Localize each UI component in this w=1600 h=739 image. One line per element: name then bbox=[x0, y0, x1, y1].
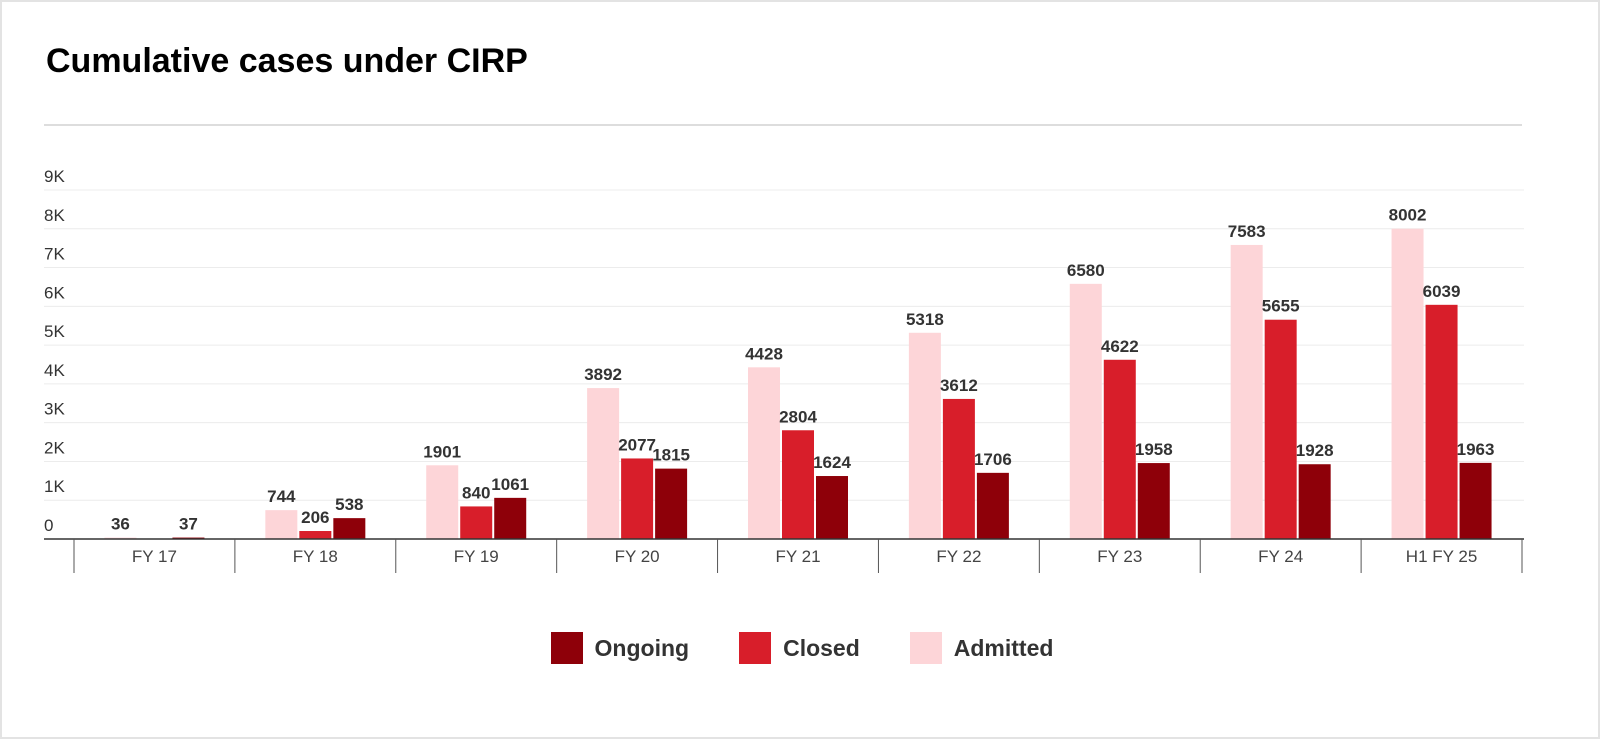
bar-admitted bbox=[1391, 228, 1424, 539]
data-label-closed: 840 bbox=[462, 483, 490, 502]
data-label-ongoing: 37 bbox=[179, 515, 198, 534]
bar-closed bbox=[460, 506, 493, 539]
data-label-admitted: 36 bbox=[111, 515, 130, 534]
data-label-ongoing: 1963 bbox=[1457, 440, 1495, 459]
x-tick-label: FY 19 bbox=[454, 547, 499, 566]
data-label-ongoing: 1958 bbox=[1135, 440, 1173, 459]
x-tick-label: FY 17 bbox=[132, 547, 177, 566]
data-label-admitted: 5318 bbox=[906, 310, 944, 329]
bar-admitted bbox=[1069, 283, 1102, 539]
bar-admitted bbox=[265, 510, 298, 539]
data-label-closed: 5655 bbox=[1262, 297, 1300, 316]
data-label-closed: 4622 bbox=[1101, 337, 1139, 356]
legend-label-ongoing: Ongoing bbox=[594, 634, 690, 661]
data-label-admitted: 3892 bbox=[584, 365, 622, 384]
y-tick-label: 6K bbox=[44, 283, 65, 302]
x-tick-label: FY 24 bbox=[1258, 547, 1303, 566]
data-label-closed: 3612 bbox=[940, 376, 978, 395]
bar-ongoing bbox=[1137, 463, 1170, 539]
data-label-ongoing: 1815 bbox=[652, 446, 690, 465]
legend: Ongoing Closed Admitted bbox=[2, 632, 1600, 664]
x-tick-label: H1 FY 25 bbox=[1406, 547, 1478, 566]
bar-admitted bbox=[1230, 244, 1263, 539]
y-tick-label: 9K bbox=[44, 167, 65, 186]
bar-closed bbox=[299, 531, 332, 539]
data-label-ongoing: 1624 bbox=[813, 453, 851, 472]
y-tick-label: 3K bbox=[44, 400, 65, 419]
bar-admitted bbox=[908, 332, 941, 539]
data-label-ongoing: 538 bbox=[335, 495, 363, 514]
data-label-closed: 6039 bbox=[1423, 282, 1461, 301]
bar-ongoing bbox=[333, 518, 366, 539]
bar-admitted bbox=[587, 388, 620, 539]
bar-closed bbox=[942, 398, 975, 539]
y-tick-label: 8K bbox=[44, 206, 65, 225]
y-tick-label: 0 bbox=[44, 516, 53, 535]
y-tick-label: 5K bbox=[44, 322, 65, 341]
legend-item-closed[interactable]: Closed bbox=[739, 632, 860, 664]
bar-ongoing bbox=[1298, 464, 1331, 539]
legend-swatch-ongoing bbox=[550, 632, 583, 664]
legend-item-admitted[interactable]: Admitted bbox=[909, 632, 1054, 664]
legend-label-admitted: Admitted bbox=[953, 634, 1054, 661]
y-tick-label: 7K bbox=[44, 245, 65, 264]
bar-ongoing bbox=[816, 476, 848, 539]
bar-closed bbox=[1264, 319, 1297, 539]
data-label-closed: 2804 bbox=[779, 407, 817, 426]
data-label-admitted: 8002 bbox=[1389, 206, 1427, 225]
legend-item-ongoing[interactable]: Ongoing bbox=[550, 632, 690, 664]
y-tick-label: 2K bbox=[44, 438, 65, 457]
data-label-admitted: 6580 bbox=[1067, 261, 1105, 280]
legend-label-closed: Closed bbox=[783, 634, 860, 661]
data-label-ongoing: 1928 bbox=[1296, 441, 1334, 460]
bar-admitted bbox=[748, 367, 780, 539]
bar-ongoing bbox=[655, 468, 688, 539]
bar-closed bbox=[782, 430, 814, 539]
x-tick-label: FY 21 bbox=[775, 547, 820, 566]
x-tick-label: FY 23 bbox=[1097, 547, 1142, 566]
y-tick-label: 1K bbox=[44, 477, 65, 496]
bar-closed bbox=[621, 458, 654, 539]
x-tick-label: FY 22 bbox=[936, 547, 981, 566]
bar-admitted bbox=[426, 465, 459, 539]
bar-closed bbox=[1103, 359, 1136, 539]
data-label-admitted: 4428 bbox=[745, 344, 783, 363]
bar-closed bbox=[1425, 304, 1458, 539]
chart-title: Cumulative cases under CIRP bbox=[46, 42, 528, 80]
legend-swatch-admitted bbox=[909, 632, 942, 664]
x-tick-label: FY 20 bbox=[615, 547, 660, 566]
bar-ongoing bbox=[1459, 462, 1492, 539]
data-label-ongoing: 1061 bbox=[491, 475, 529, 494]
legend-swatch-closed bbox=[739, 632, 772, 664]
bar-ongoing bbox=[976, 472, 1009, 539]
data-label-admitted: 7583 bbox=[1228, 222, 1266, 241]
data-label-closed: 2077 bbox=[618, 435, 656, 454]
bar-ongoing bbox=[494, 497, 527, 539]
data-label-ongoing: 1706 bbox=[974, 450, 1012, 469]
data-label-admitted: 1901 bbox=[423, 442, 461, 461]
title-divider bbox=[44, 124, 1522, 126]
data-label-closed: 206 bbox=[301, 508, 329, 527]
x-tick-label: FY 18 bbox=[293, 547, 338, 566]
y-tick-label: 4K bbox=[44, 361, 65, 380]
data-label-admitted: 744 bbox=[267, 487, 296, 506]
